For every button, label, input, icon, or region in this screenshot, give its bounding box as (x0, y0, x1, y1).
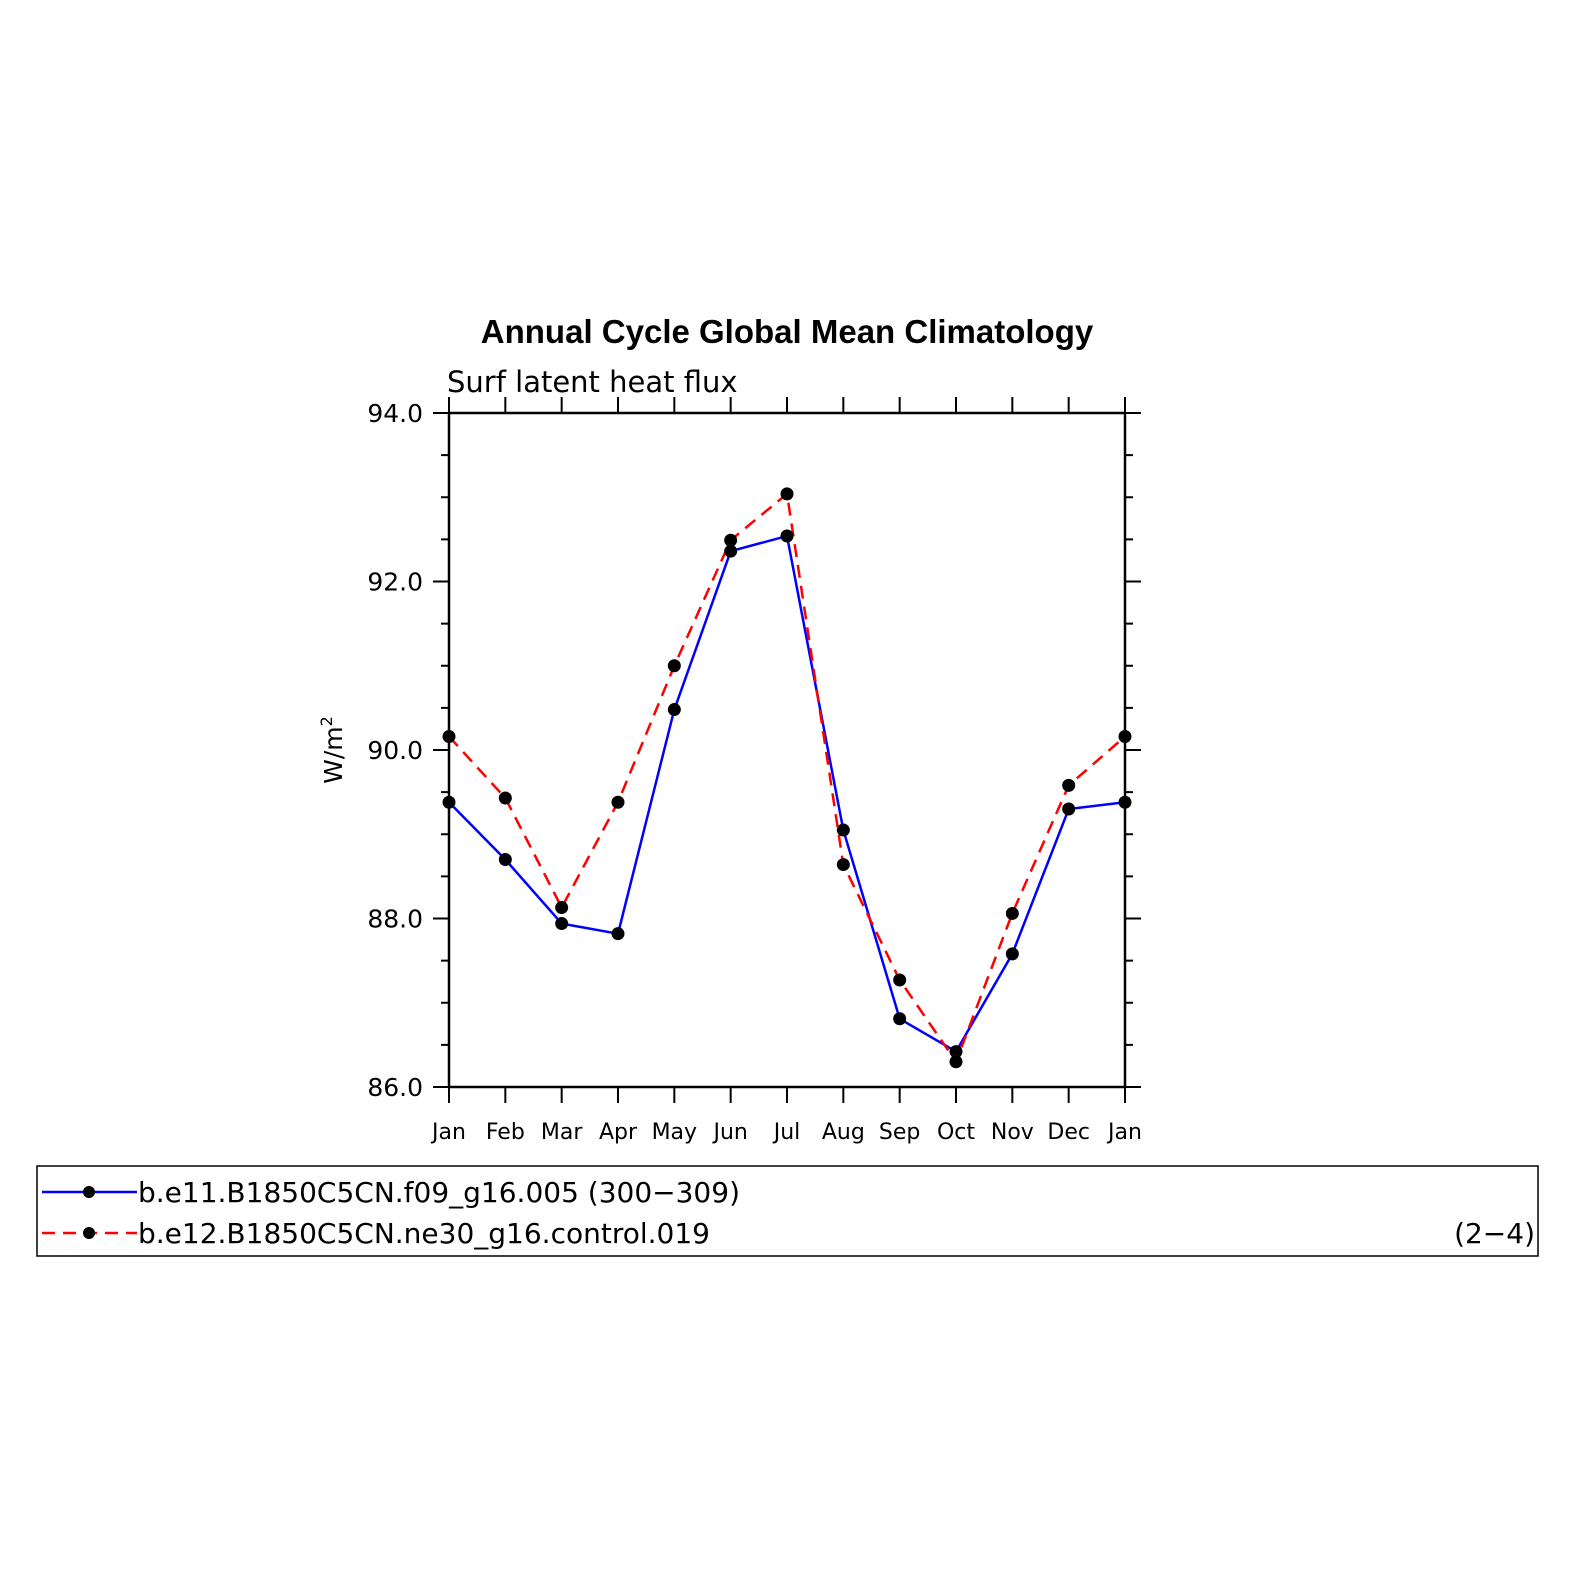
series-1-point (555, 917, 569, 931)
series-2-point (893, 973, 907, 987)
series-1-point (667, 703, 681, 717)
series-1-point (442, 795, 456, 809)
y-axis-label-superscript: 2 (317, 716, 336, 726)
x-tick-label: Apr (599, 1120, 638, 1145)
series-2-point (1062, 778, 1076, 792)
legend-annotation: (2−4) (1454, 1217, 1535, 1250)
chart-subtitle: Surf latent heat flux (447, 365, 738, 399)
series-2-point (667, 659, 681, 673)
x-tick-label: Mar (541, 1120, 583, 1145)
legend-label-series-1: b.e11.B1850C5CN.f09_g16.005 (300−309) (138, 1176, 740, 1209)
legend-marker-series-1 (83, 1186, 95, 1198)
y-tick-label: 86.0 (367, 1073, 423, 1102)
plot-frame (447, 411, 1127, 1089)
x-tick-label: Oct (937, 1120, 975, 1145)
svg-text:W/m2: W/m2 (317, 716, 348, 784)
series-line-2 (448, 491, 1126, 1065)
series-2-point (498, 791, 512, 805)
x-tick-label: Nov (991, 1120, 1034, 1145)
series-1-point (836, 823, 850, 837)
series-2-point (780, 487, 794, 501)
x-tick-label: Jun (711, 1120, 747, 1145)
series-2-point (611, 795, 625, 809)
chart-title: Annual Cycle Global Mean Climatology (481, 313, 1094, 350)
legend-marker-series-2 (83, 1227, 95, 1239)
series-1-point (1062, 802, 1076, 816)
series-2-point (724, 533, 738, 547)
y-tick-label: 88.0 (367, 905, 423, 934)
axis-ticks: 86.0 88.0 90.0 92.0 94.0 Jan Feb Mar Apr May Jun Ju… (367, 397, 1142, 1145)
y-tick-label: 92.0 (367, 568, 423, 597)
series-2-point (555, 901, 569, 915)
series-1-point (893, 1012, 907, 1026)
x-tick-label: Feb (486, 1120, 525, 1145)
x-tick-label: Jan (430, 1120, 466, 1145)
x-tick-label: Aug (822, 1120, 865, 1145)
legend-box (36, 1165, 1539, 1257)
series-2-point (1118, 730, 1132, 744)
series-2-point (442, 730, 456, 744)
series-1-point (498, 853, 512, 867)
series-lines (448, 491, 1126, 1065)
series-2-point (949, 1055, 963, 1069)
y-axis-label-text: W/m (319, 726, 348, 784)
y-tick-label: 90.0 (367, 736, 423, 765)
series-1-point (724, 544, 738, 558)
series-2-point (836, 858, 850, 872)
legend-label-series-2: b.e12.B1850C5CN.ne30_g16.control.019 (138, 1217, 710, 1250)
x-tick-label: Dec (1047, 1120, 1090, 1145)
series-1-point (949, 1045, 963, 1059)
y-axis-label: W/m2 (317, 716, 348, 784)
x-tick-label: Jul (772, 1120, 801, 1145)
y-tick-label: 94.0 (367, 399, 423, 428)
series-1-point (1118, 795, 1132, 809)
series-1-point (780, 529, 794, 543)
x-tick-label: May (652, 1120, 697, 1145)
x-tick-label: Jan (1106, 1120, 1142, 1145)
series-1-point (611, 927, 625, 941)
series-line-1 (448, 534, 1126, 1054)
x-tick-label: Sep (879, 1120, 920, 1145)
series-1-point (1005, 947, 1019, 961)
series-points (442, 487, 1132, 1069)
series-2-point (1005, 906, 1019, 920)
